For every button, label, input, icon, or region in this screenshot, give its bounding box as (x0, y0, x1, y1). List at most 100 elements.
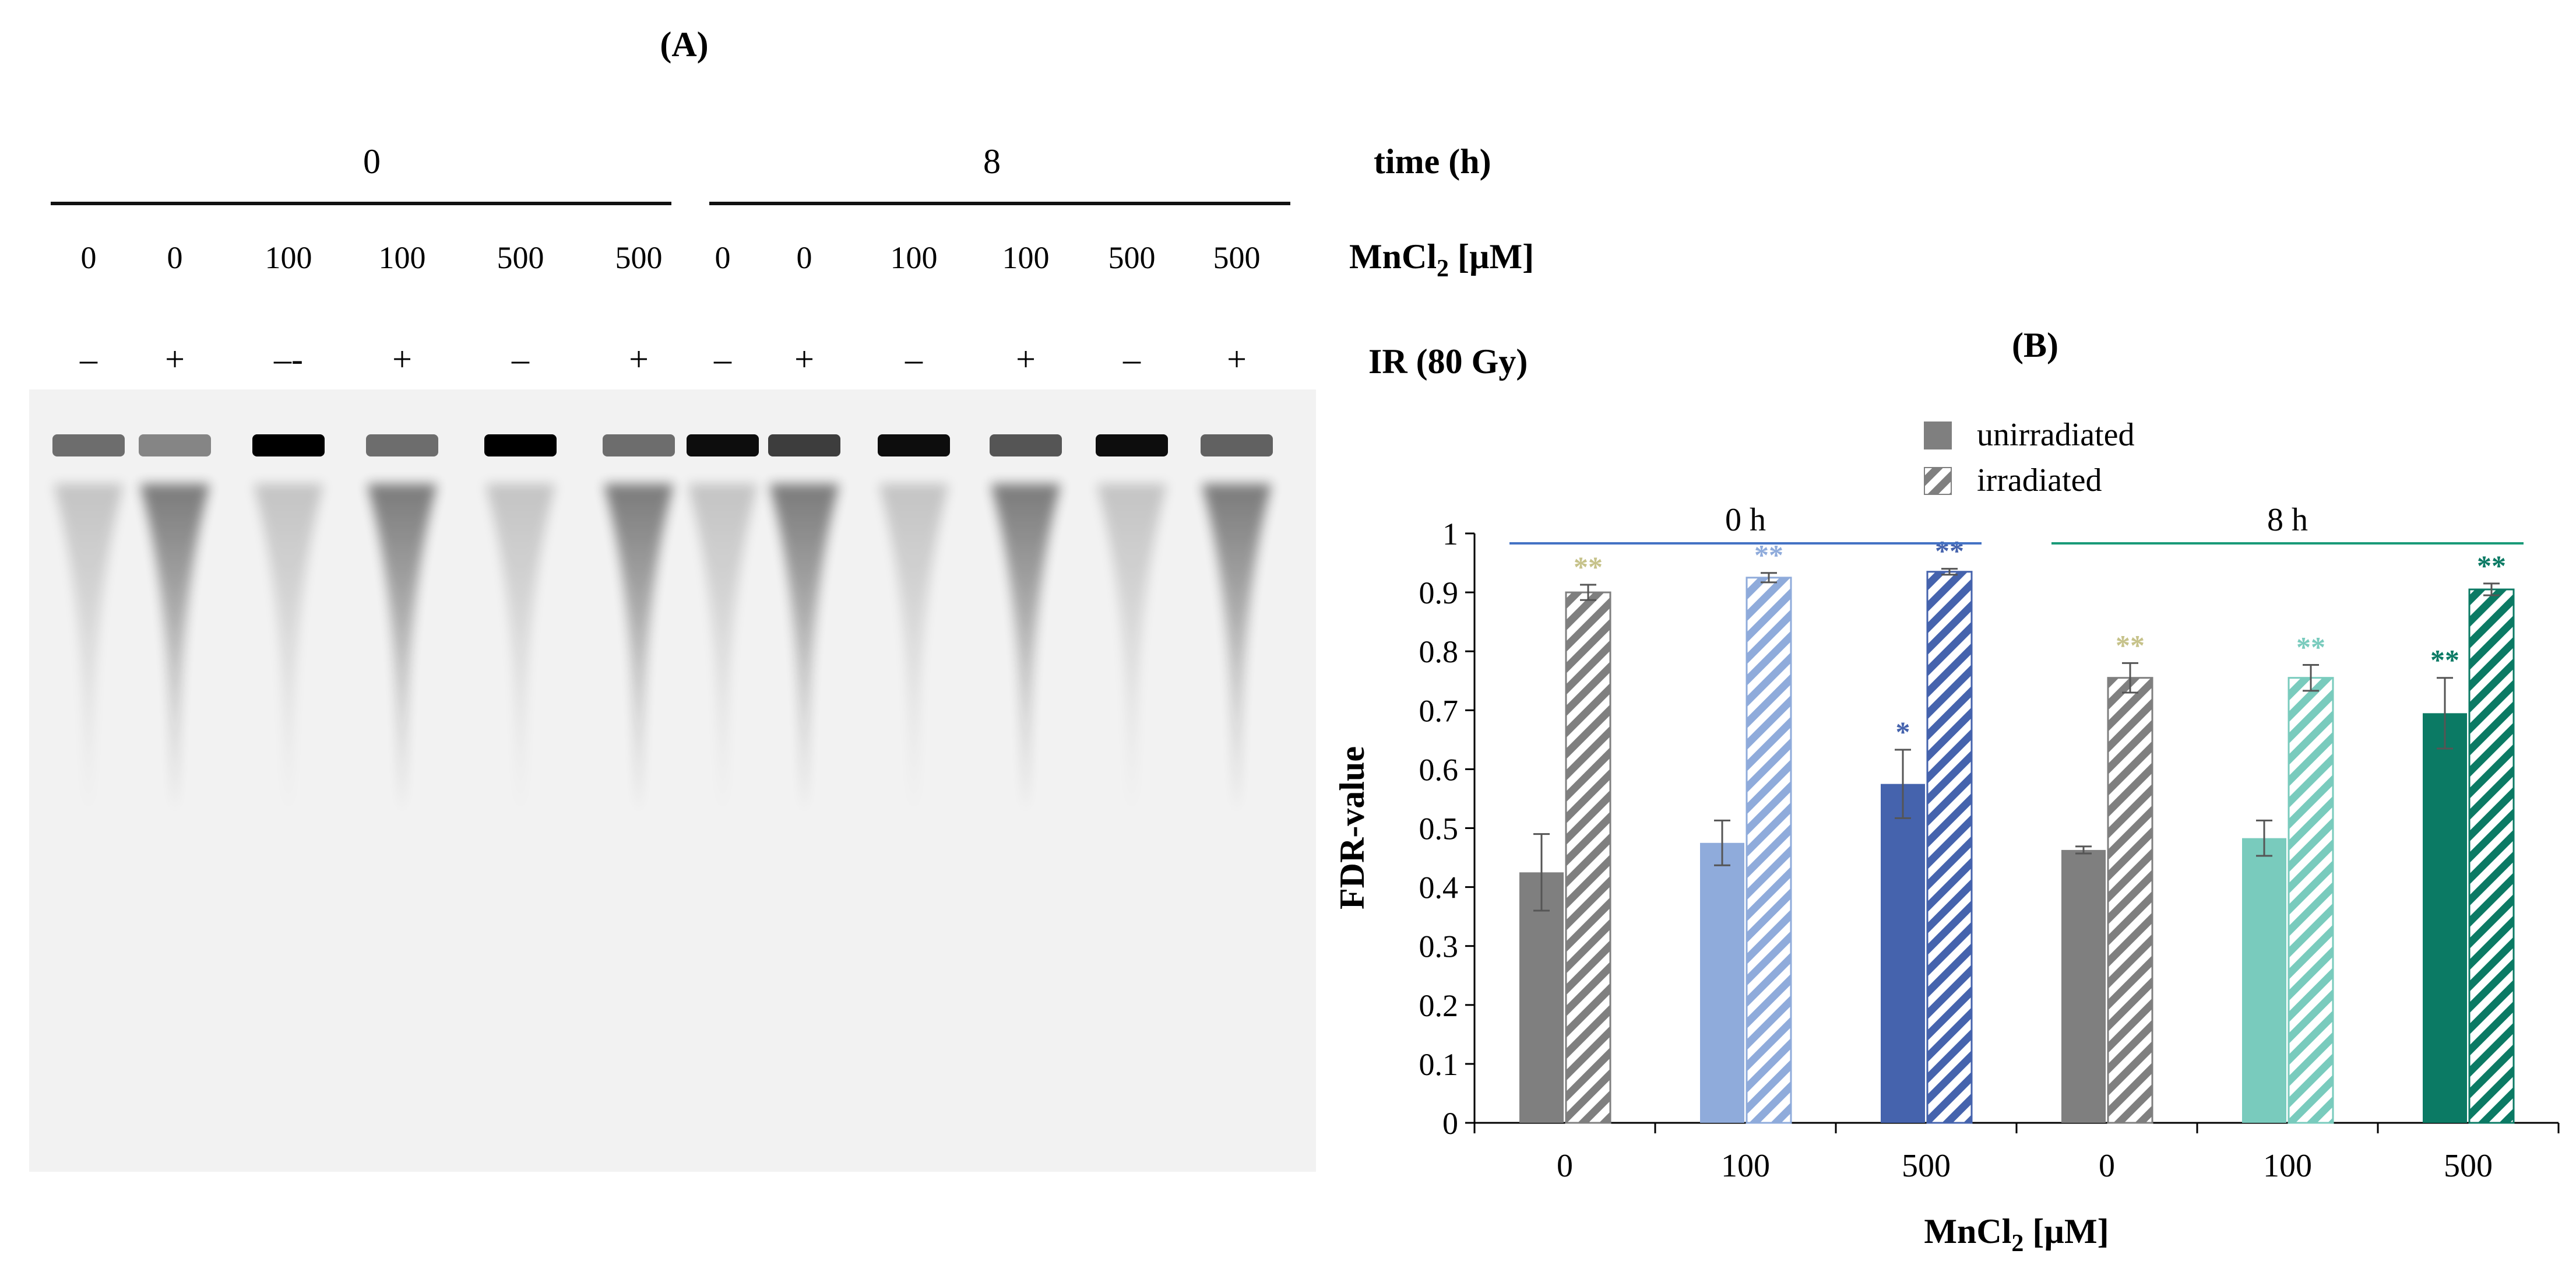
lane-mncl2-label: 0 (797, 240, 812, 275)
bar-unirradiated (1700, 842, 1744, 1123)
y-tick-label: 0.7 (1419, 693, 1459, 728)
y-tick-label: 0 (1442, 1106, 1458, 1141)
lane-mncl2-label: 0 (81, 240, 97, 275)
y-tick-label: 0.4 (1419, 870, 1459, 905)
x-tick-label: 100 (2263, 1148, 2312, 1184)
gel-well-band (687, 434, 759, 456)
lane-ir-label: + (165, 340, 185, 378)
lane-labels: 0 – 0 +100 –- 100 +500 – 500 +0 – 0 +100 – 100 +500 – 500… (79, 240, 1261, 378)
significance-marker: * (1896, 715, 1910, 748)
mncl2-row-label: MnCl2 [µM] (1349, 237, 1534, 282)
lane-mncl2-label: 100 (1002, 240, 1050, 275)
y-tick-label: 1 (1442, 517, 1458, 552)
y-tick-label: 0.6 (1419, 752, 1459, 787)
x-tick-label: 100 (1721, 1148, 1770, 1184)
lane-ir-label: + (629, 340, 649, 378)
significance-marker: ** (2430, 644, 2459, 676)
significance-marker: ** (1935, 535, 1964, 567)
lane-mncl2-label: 0 (715, 240, 731, 275)
lane-ir-label: – (713, 340, 732, 378)
time-group-label-0: 0 (363, 142, 381, 181)
bar-irradiated (2288, 677, 2334, 1124)
gel-smear (1202, 484, 1272, 816)
gel-well-band (768, 434, 840, 456)
panel-a-label: (A) (660, 25, 708, 64)
gel-smear (54, 484, 124, 816)
bar-irradiated (2468, 588, 2515, 1124)
bar-unirradiated (1519, 872, 1564, 1123)
y-axis-label: FDR-value (1333, 746, 1371, 909)
y-tick-label: 0.3 (1419, 929, 1459, 964)
lane-ir-label: – (905, 340, 923, 378)
gel-smear (140, 484, 210, 816)
gel-smear (367, 484, 437, 816)
gel-well-band (139, 434, 211, 456)
y-tick-label: 0.9 (1419, 575, 1459, 610)
legend-swatch (1924, 467, 1952, 495)
gel-well-band (603, 434, 675, 456)
gel-smear (688, 484, 758, 816)
gel-well-band (1096, 434, 1168, 456)
lane-mncl2-label: 100 (265, 240, 312, 275)
gel-smear (991, 484, 1061, 816)
gel-well-band (252, 434, 325, 456)
lane-mncl2-label: 500 (1213, 240, 1261, 275)
bar-unirradiated (2061, 849, 2106, 1123)
lane-mncl2-label: 500 (497, 240, 544, 275)
lane-mncl2-label: 0 (167, 240, 183, 275)
panel-b-label: (B) (2012, 326, 2058, 364)
y-tick-label: 0.1 (1419, 1047, 1459, 1082)
gel-smear (879, 484, 949, 816)
ir-row-label: IR (80 Gy) (1368, 342, 1528, 381)
bar-irradiated (1565, 591, 1611, 1124)
gel-background (29, 389, 1316, 1172)
gel-well-band (990, 434, 1062, 456)
lane-ir-label: –- (273, 340, 303, 378)
gel-well-band (878, 434, 950, 456)
lane-ir-label: + (1016, 340, 1036, 378)
bar-unirradiated (1881, 784, 1925, 1123)
significance-marker: ** (2477, 549, 2506, 582)
legend-label: unirradiated (1977, 417, 2135, 453)
gel-smear (254, 484, 323, 816)
group-label: 0 h (1725, 502, 1766, 538)
lane-ir-label: – (79, 340, 98, 378)
gel-smear (604, 484, 674, 816)
lane-ir-label: – (511, 340, 530, 378)
gel-smear (1097, 484, 1167, 816)
lane-mncl2-label: 100 (379, 240, 426, 275)
x-tick-label: 0 (2099, 1148, 2115, 1184)
y-tick-label: 0.5 (1419, 812, 1459, 847)
gel-smear (485, 484, 555, 816)
lane-mncl2-label: 100 (891, 240, 938, 275)
bar-unirradiated (2242, 838, 2286, 1123)
lane-mncl2-label: 500 (1108, 240, 1156, 275)
gel-well-band (484, 434, 557, 456)
bar-irradiated (2107, 677, 2153, 1124)
gel-well-band (1201, 434, 1273, 456)
legend-swatch (1924, 422, 1952, 449)
lane-mncl2-label: 500 (615, 240, 663, 275)
bar-unirradiated (2423, 713, 2467, 1123)
significance-marker: ** (1574, 550, 1603, 583)
gel-well-band (52, 434, 125, 456)
time-row-label: time (h) (1374, 142, 1491, 181)
fdr-bar-chart: 00.10.20.30.40.50.60.70.80.91**0**100***… (1333, 417, 2560, 1257)
significance-marker: ** (2296, 630, 2325, 663)
y-tick-label: 0.2 (1419, 988, 1459, 1023)
lane-ir-label: – (1122, 340, 1141, 378)
gel-lanes (52, 434, 1273, 816)
x-axis-label: MnCl2 [µM] (1924, 1212, 2109, 1257)
time-group-label-8: 8 (983, 142, 1001, 181)
gel-well-band (366, 434, 438, 456)
x-tick-label: 0 (1557, 1148, 1573, 1184)
gel-smear (769, 484, 839, 816)
lane-ir-label: + (794, 340, 814, 378)
significance-marker: ** (2116, 628, 2145, 661)
legend-label: irradiated (1977, 462, 2102, 498)
lane-ir-label: + (1227, 340, 1247, 378)
lane-ir-label: + (392, 340, 412, 378)
x-tick-label: 500 (1902, 1148, 1951, 1184)
